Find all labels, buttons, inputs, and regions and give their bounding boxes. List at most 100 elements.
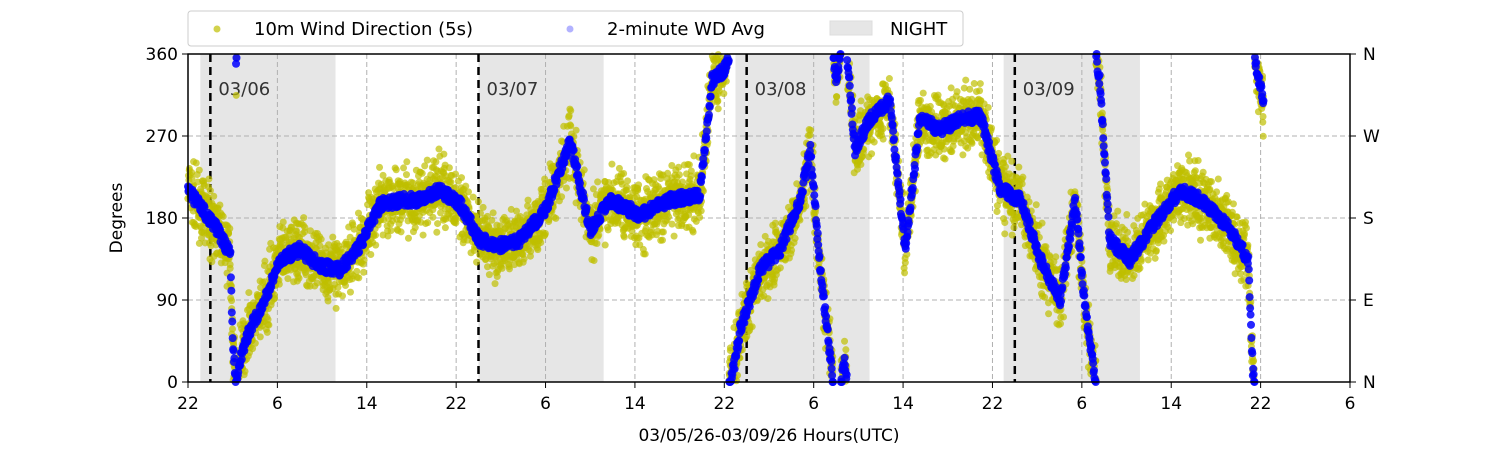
point-10m-wind-direction [398, 228, 405, 235]
point-2min-avg [232, 54, 240, 62]
point-10m-wind-direction [434, 220, 441, 227]
point-10m-wind-direction [447, 179, 454, 186]
point-10m-wind-direction [527, 248, 534, 255]
point-10m-wind-direction [227, 265, 234, 272]
point-10m-wind-direction [442, 224, 449, 231]
point-10m-wind-direction [473, 259, 480, 266]
point-10m-wind-direction [440, 151, 447, 158]
point-10m-wind-direction [1160, 238, 1167, 245]
point-2min-avg [228, 318, 236, 326]
point-10m-wind-direction [1033, 201, 1040, 208]
point-10m-wind-direction [902, 259, 909, 266]
point-10m-wind-direction [412, 224, 419, 231]
point-10m-wind-direction [1242, 219, 1249, 226]
point-10m-wind-direction [333, 305, 340, 312]
point-10m-wind-direction [1250, 357, 1257, 364]
point-10m-wind-direction [280, 218, 287, 225]
point-10m-wind-direction [966, 86, 973, 93]
point-10m-wind-direction [690, 228, 697, 235]
point-10m-wind-direction [1008, 158, 1015, 165]
point-10m-wind-direction [458, 174, 465, 181]
point-10m-wind-direction [405, 235, 412, 242]
point-10m-wind-direction [400, 164, 407, 171]
point-10m-wind-direction [1260, 133, 1267, 140]
point-10m-wind-direction [1052, 253, 1059, 260]
point-10m-wind-direction [842, 346, 849, 353]
point-10m-wind-direction [372, 232, 379, 239]
point-10m-wind-direction [424, 157, 431, 164]
point-10m-wind-direction [293, 227, 300, 234]
point-2min-avg [230, 347, 238, 355]
point-10m-wind-direction [216, 201, 223, 208]
point-10m-wind-direction [969, 140, 976, 147]
point-10m-wind-direction [347, 289, 354, 296]
point-10m-wind-direction [880, 125, 887, 132]
point-10m-wind-direction [229, 325, 236, 332]
point-10m-wind-direction [698, 207, 705, 214]
point-10m-wind-direction [765, 295, 772, 302]
point-10m-wind-direction [486, 271, 493, 278]
point-10m-wind-direction [593, 240, 600, 247]
point-10m-wind-direction [669, 221, 676, 228]
point-10m-wind-direction [1200, 169, 1207, 176]
point-10m-wind-direction [376, 164, 383, 171]
point-10m-wind-direction [403, 171, 410, 178]
point-10m-wind-direction [1060, 313, 1067, 320]
point-10m-wind-direction [686, 161, 693, 168]
day-label: 03/08 [755, 79, 807, 100]
point-10m-wind-direction [563, 184, 570, 191]
point-10m-wind-direction [210, 193, 217, 200]
point-10m-wind-direction [228, 297, 235, 304]
point-10m-wind-direction [325, 298, 332, 305]
point-10m-wind-direction [342, 282, 349, 289]
point-10m-wind-direction [1234, 213, 1241, 220]
point-10m-wind-direction [594, 178, 601, 185]
point-10m-wind-direction [429, 214, 436, 221]
point-10m-wind-direction [920, 90, 927, 97]
day-label: 03/07 [487, 79, 539, 100]
point-10m-wind-direction [367, 251, 374, 258]
point-10m-wind-direction [635, 181, 642, 188]
point-10m-wind-direction [1114, 208, 1121, 215]
point-10m-wind-direction [264, 329, 271, 336]
point-10m-wind-direction [948, 84, 955, 91]
point-2min-avg [226, 248, 234, 256]
point-10m-wind-direction [521, 255, 528, 262]
point-2min-avg [227, 287, 235, 295]
point-10m-wind-direction [1195, 157, 1202, 164]
point-10m-wind-direction [602, 242, 609, 249]
point-10m-wind-direction [605, 226, 612, 233]
point-10m-wind-direction [488, 217, 495, 224]
point-10m-wind-direction [942, 156, 949, 163]
point-10m-wind-direction [475, 198, 482, 205]
point-10m-wind-direction [1123, 276, 1130, 283]
point-10m-wind-direction [1197, 237, 1204, 244]
point-10m-wind-direction [1124, 238, 1131, 245]
point-10m-wind-direction [542, 230, 549, 237]
point-10m-wind-direction [558, 193, 565, 200]
point-10m-wind-direction [1015, 164, 1022, 171]
point-10m-wind-direction [917, 97, 924, 104]
point-10m-wind-direction [985, 104, 992, 111]
point-10m-wind-direction [792, 235, 799, 242]
point-10m-wind-direction [499, 265, 506, 272]
point-10m-wind-direction [1001, 219, 1008, 226]
point-10m-wind-direction [1019, 180, 1026, 187]
point-10m-wind-direction [807, 127, 814, 134]
point-10m-wind-direction [1019, 174, 1026, 181]
point-10m-wind-direction [388, 227, 395, 234]
point-10m-wind-direction [393, 166, 400, 173]
point-10m-wind-direction [788, 247, 795, 254]
point-10m-wind-direction [959, 151, 966, 158]
point-10m-wind-direction [492, 280, 499, 287]
point-10m-wind-direction [715, 105, 722, 112]
point-10m-wind-direction [642, 250, 649, 257]
point-10m-wind-direction [1153, 247, 1160, 254]
point-10m-wind-direction [962, 77, 969, 84]
point-10m-wind-direction [1192, 167, 1199, 174]
point-10m-wind-direction [265, 322, 272, 329]
point-10m-wind-direction [1241, 232, 1248, 239]
point-10m-wind-direction [353, 268, 360, 275]
point-10m-wind-direction [1152, 255, 1159, 262]
point-10m-wind-direction [994, 208, 1001, 215]
